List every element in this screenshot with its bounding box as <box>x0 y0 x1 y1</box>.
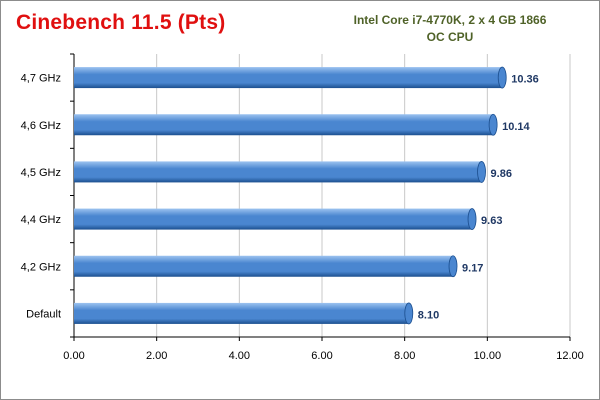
x-tick-label: 4.00 <box>229 350 250 362</box>
chart-title: Cinebench 11.5 (Pts) <box>16 11 226 34</box>
bar-value-label: 8.10 <box>418 309 439 321</box>
bar-end-cap <box>477 161 486 183</box>
y-category-label: 4,7 GHz <box>21 73 61 85</box>
bar <box>74 302 409 324</box>
bar-value-label: 9.17 <box>462 262 483 274</box>
bar <box>74 255 454 277</box>
x-tick-label: 6.00 <box>311 350 332 362</box>
bar <box>74 208 473 230</box>
chart-subtitle: Intel Core i7-4770K, 2 x 4 GB 1866 OC CP… <box>320 12 580 46</box>
y-category-label: 4,2 GHz <box>21 261 61 273</box>
x-tick-label: 0.00 <box>63 350 84 362</box>
y-category-label: Default <box>26 308 61 320</box>
bars <box>74 66 507 325</box>
x-tick-label: 2.00 <box>146 350 167 362</box>
x-tick-label: 8.00 <box>394 350 415 362</box>
bar-end-cap <box>488 113 498 136</box>
bar-end-cap <box>404 302 414 325</box>
chart-subtitle-line-2: OC CPU <box>426 30 474 44</box>
y-category-label: 4,5 GHz <box>21 167 61 179</box>
bar-end-cap <box>448 255 458 278</box>
bar <box>74 161 482 183</box>
gridlines <box>70 53 571 341</box>
bar <box>74 114 494 136</box>
bar <box>74 67 503 89</box>
bar-value-label: 9.86 <box>491 168 512 180</box>
chart-subtitle-line-1: Intel Core i7-4770K, 2 x 4 GB 1866 <box>353 13 547 27</box>
y-category-label: 4,4 GHz <box>21 214 61 226</box>
bar-value-label: 10.14 <box>502 121 530 133</box>
bar-value-label: 9.63 <box>481 215 502 227</box>
x-tick-label: 10.00 <box>474 350 502 362</box>
bar-end-cap <box>497 66 507 89</box>
bar-end-cap <box>467 208 477 230</box>
y-category-label: 4,6 GHz <box>21 120 61 132</box>
labels: 0.00 2.00 4.00 6.00 8.00 10.00 12.00 4,7 GHz 10.… <box>21 73 584 362</box>
bar-value-label: 10.36 <box>511 74 539 86</box>
x-tick-label: 12.00 <box>556 350 584 362</box>
